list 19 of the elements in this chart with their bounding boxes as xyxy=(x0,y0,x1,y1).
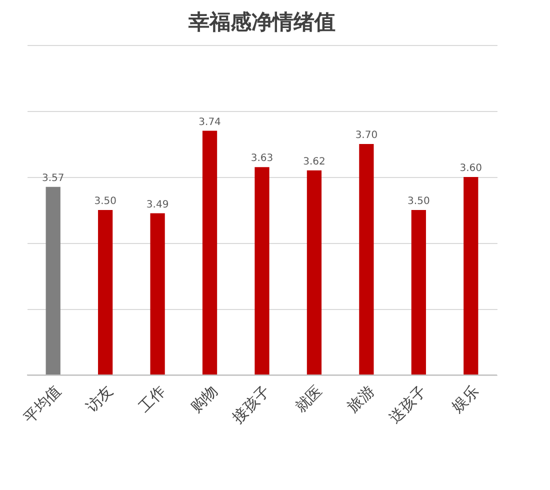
x-tick-label: 访友 xyxy=(82,382,117,416)
data-label: 3.62 xyxy=(303,156,326,168)
x-tick-label: 工作 xyxy=(134,382,169,416)
data-label: 3.74 xyxy=(198,116,221,128)
data-label: 3.60 xyxy=(460,163,482,174)
data-label: 3.57 xyxy=(42,172,64,184)
x-tick-label: 旅游 xyxy=(344,382,378,416)
x-tick-label: 购物 xyxy=(187,382,222,416)
data-label: 3.49 xyxy=(146,199,169,210)
x-tick-label: 娱乐 xyxy=(448,382,482,416)
data-label: 3.63 xyxy=(250,153,274,164)
data-label: 3.50 xyxy=(94,196,116,207)
data-label: 3.70 xyxy=(355,130,378,141)
x-tick-label: 送孩子 xyxy=(385,382,430,427)
x-tick-label: 平均值 xyxy=(20,382,64,427)
chart-title: 幸福感净情绪值 xyxy=(188,10,336,34)
data-label: 3.50 xyxy=(408,196,430,207)
x-tick-label: 接孩子 xyxy=(228,382,274,427)
x-tick-label: 就医 xyxy=(292,382,326,416)
